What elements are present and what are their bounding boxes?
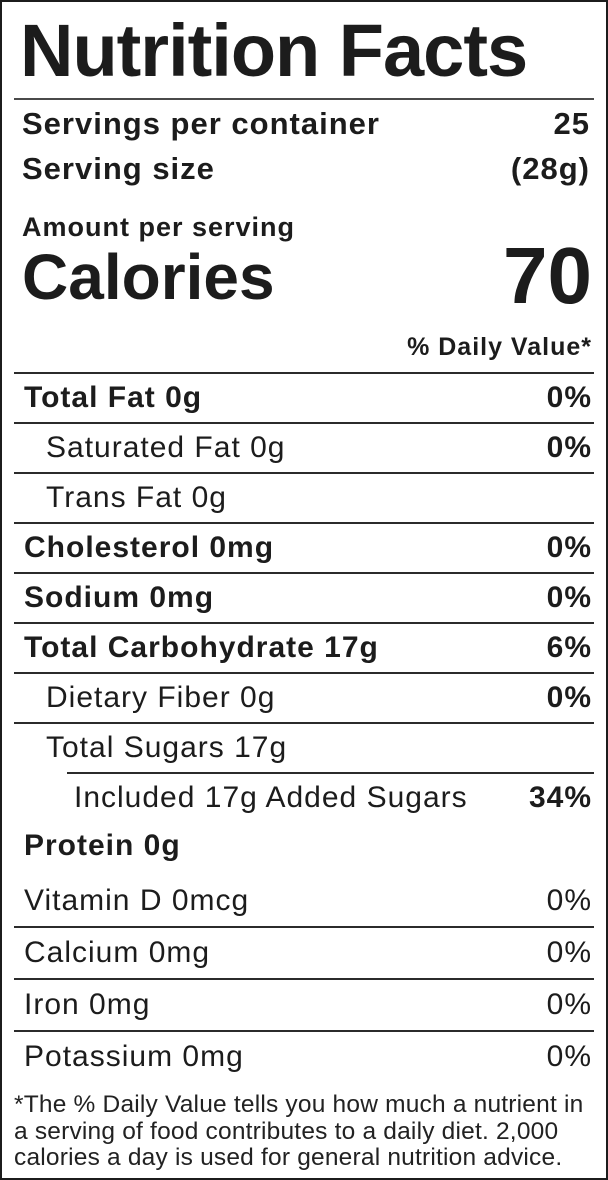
vitamin-row-calcium: Calcium 0mg 0%: [12, 928, 596, 978]
vitamin-row-vitamin-d: Vitamin D 0mcg 0%: [12, 876, 596, 926]
nutrient-row-total-fat: Total Fat 0g 0%: [12, 374, 596, 422]
nutrient-dv: 0%: [546, 580, 592, 614]
row-divider: [14, 371, 594, 374]
nutrient-name: Dietary Fiber 0g: [46, 680, 276, 714]
nutrient-row-protein: Protein 0g: [12, 822, 596, 870]
nutrient-name: Protein 0g: [24, 828, 181, 862]
nutrient-name: Sodium 0mg: [24, 580, 215, 614]
nutrient-row-trans-fat: Trans Fat 0g: [12, 474, 596, 522]
row-divider: [14, 977, 594, 980]
nutrient-name: Total Carbohydrate 17g: [24, 630, 379, 664]
row-divider: [14, 621, 594, 624]
nutrient-row-added-sugars: Included 17g Added Sugars 34%: [12, 774, 596, 822]
daily-value-header: % Daily Value*: [407, 332, 592, 361]
serving-size-label: Serving size: [22, 151, 215, 186]
nutrient-name: Saturated Fat 0g: [46, 430, 286, 464]
amount-per-serving-label: Amount per serving: [22, 212, 296, 242]
serving-size-row: Serving size (28g): [12, 145, 596, 190]
label-title: Nutrition Facts: [20, 9, 528, 92]
row-divider: [14, 925, 594, 928]
nutrient-row-saturated-fat: Saturated Fat 0g 0%: [12, 424, 596, 472]
row-divider: [14, 471, 594, 474]
vitamin-name: Potassium 0mg: [24, 1039, 244, 1073]
daily-value-footnote: *The % Daily Value tells you how much a …: [14, 1090, 584, 1172]
row-divider-partial: [67, 771, 594, 774]
serving-size-value: (28g): [510, 151, 590, 186]
nutrient-row-total-sugars: Total Sugars 17g: [12, 724, 596, 772]
row-divider: [14, 671, 594, 674]
vitamin-dv: 0%: [546, 935, 592, 969]
nutrient-dv: 0%: [546, 530, 592, 564]
title-divider: [14, 98, 594, 100]
servings-per-container-value: 25: [553, 106, 590, 141]
calories-label: Calories: [22, 240, 275, 313]
nutrient-dv: 6%: [546, 630, 592, 664]
nutrient-name: Cholesterol 0mg: [24, 530, 275, 564]
row-divider: [14, 421, 594, 424]
vitamin-dv: 0%: [546, 987, 592, 1021]
nutrient-dv: 0%: [546, 430, 592, 464]
nutrient-name: Trans Fat 0g: [46, 480, 227, 514]
row-divider: [14, 1029, 594, 1032]
servings-per-container-row: Servings per container 25: [12, 100, 596, 145]
nutrient-row-total-carbohydrate: Total Carbohydrate 17g 6%: [12, 624, 596, 672]
vitamin-dv: 0%: [546, 883, 592, 917]
nutrient-dv: 0%: [546, 680, 592, 714]
nutrient-name: Total Sugars 17g: [46, 730, 288, 764]
nutrient-row-cholesterol: Cholesterol 0mg 0%: [12, 524, 596, 572]
calories-value: 70: [503, 231, 592, 320]
nutrient-row-dietary-fiber: Dietary Fiber 0g 0%: [12, 674, 596, 722]
nutrient-name: Total Fat 0g: [24, 380, 203, 414]
row-divider: [14, 571, 594, 574]
row-divider: [14, 521, 594, 524]
calories-row: Calories 70: [12, 231, 596, 320]
vitamin-name: Vitamin D 0mcg: [24, 883, 250, 917]
vitamin-dv: 0%: [546, 1039, 592, 1073]
servings-per-container-label: Servings per container: [22, 106, 380, 141]
nutrient-dv: 34%: [528, 780, 592, 814]
nutrient-dv: 0%: [546, 380, 592, 414]
vitamin-row-potassium: Potassium 0mg 0%: [12, 1032, 596, 1082]
vitamin-name: Calcium 0mg: [24, 935, 211, 969]
vitamin-row-iron: Iron 0mg 0%: [12, 980, 596, 1030]
nutrient-row-sodium: Sodium 0mg 0%: [12, 574, 596, 622]
nutrient-name: Included 17g Added Sugars: [74, 780, 468, 814]
vitamin-name: Iron 0mg: [24, 987, 151, 1021]
row-divider: [14, 721, 594, 724]
